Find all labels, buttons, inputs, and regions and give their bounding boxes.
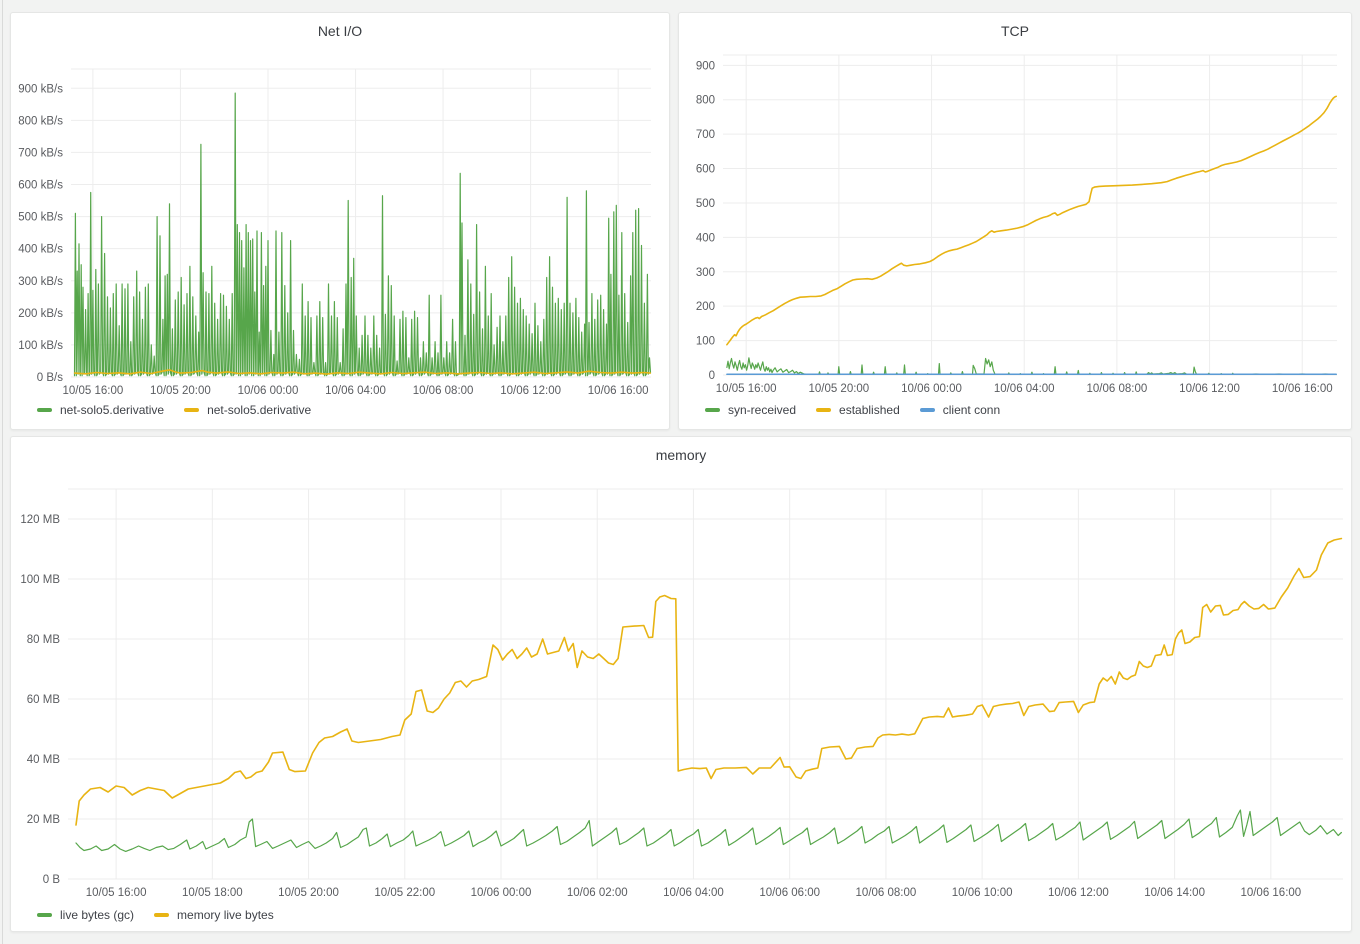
tcp-legend: syn-received established client conn [705,403,1000,417]
x-axis-label: 10/05 20:00 [808,383,869,395]
legend-swatch-icon [154,913,170,917]
x-axis-label: 10/05 20:00 [278,887,339,899]
x-axis-label: 10/06 14:00 [1144,887,1205,899]
legend-swatch-icon [705,408,720,412]
legend-swatch-icon [37,913,52,917]
legend-label: net-solo5.derivative [207,403,312,417]
x-axis-label: 10/06 02:00 [567,887,628,899]
y-axis-label: 0 [709,370,715,382]
x-axis-label: 10/06 08:00 [413,385,474,397]
y-axis-label: 700 [696,129,715,141]
x-axis-label: 10/05 18:00 [182,887,243,899]
legend-item-live-bytes-gc-[interactable]: live bytes (gc) [37,908,134,922]
series-live-bytes-gc- [75,809,1343,852]
legend-item-net-solo5-derivative[interactable]: net-solo5.derivative [37,403,164,417]
y-axis-label: 20 MB [27,814,61,826]
memory-chart[interactable]: 10/05 16:00 10/05 18:00 10/05 20:00 10/05 2… [11,437,1351,931]
legend-item-client-conn[interactable]: client conn [919,403,1001,417]
series-net-solo5-derivative [73,92,652,377]
tcp-chart[interactable]: 10/05 16:00 10/05 20:00 10/06 00:00 10/06 0… [679,13,1351,429]
y-axis-label: 600 kB/s [18,180,63,192]
y-axis-label: 300 kB/s [18,276,63,288]
legend-label: net-solo5.derivative [60,403,165,417]
x-axis-label: 10/06 08:00 [1087,383,1148,395]
x-axis-label: 10/06 10:00 [952,887,1013,899]
net-io-legend: net-solo5.derivative net-solo5.derivative [37,403,311,417]
y-axis-label: 500 kB/s [18,212,63,224]
legend-label: client conn [942,403,1001,417]
y-axis-label: 500 [696,198,715,210]
y-axis-label: 200 kB/s [18,308,63,320]
x-axis-label: 10/06 00:00 [471,887,532,899]
x-axis-label: 10/06 12:00 [1179,383,1240,395]
y-axis-label: 800 [696,95,715,107]
legend-swatch-icon [816,408,832,412]
y-axis-label: 100 [696,336,715,348]
legend-label: memory live bytes [177,908,274,922]
x-axis-label: 10/05 22:00 [374,887,435,899]
x-axis-label: 10/06 00:00 [238,385,299,397]
page-left-edge [2,0,3,944]
legend-item-syn-received[interactable]: syn-received [705,403,796,417]
y-axis-label: 600 [696,164,715,176]
legend-label: established [839,403,900,417]
series-established [726,95,1338,346]
x-axis-label: 10/06 04:00 [663,887,724,899]
y-axis-label: 120 MB [20,514,60,526]
legend-item-established[interactable]: established [816,403,900,417]
panel-title-memory[interactable]: memory [655,447,707,463]
memory-legend: live bytes (gc) memory live bytes [37,908,274,922]
legend-item-net-solo5-derivative[interactable]: net-solo5.derivative [184,403,311,417]
panel-tcp: TCP 10/05 16:00 10/05 20:00 10/06 00:00 10/… [678,12,1352,430]
y-axis-label: 100 MB [20,574,60,586]
series-net-solo5-derivative [73,369,652,375]
y-axis-label: 100 kB/s [18,340,63,352]
legend-label: live bytes (gc) [60,908,135,922]
x-axis-label: 10/05 16:00 [716,383,777,395]
x-axis-label: 10/06 16:00 [1240,887,1301,899]
y-axis-label: 200 [696,301,715,313]
y-axis-label: 400 kB/s [18,244,63,256]
y-axis-label: 400 [696,232,715,244]
panel-net-io: Net I/O 10/05 16:00 10/05 20:00 10/06 00:0… [10,12,670,430]
panel-title-tcp[interactable]: TCP [1001,23,1029,39]
x-axis-label: 10/05 20:00 [150,385,211,397]
x-axis-label: 10/05 16:00 [86,887,147,899]
y-axis-label: 700 kB/s [18,147,63,159]
x-axis-label: 10/06 12:00 [500,385,561,397]
x-axis-label: 10/05 16:00 [63,385,124,397]
x-axis-label: 10/06 16:00 [588,385,649,397]
x-axis-label: 10/06 06:00 [759,887,820,899]
y-axis-label: 60 MB [27,694,61,706]
x-axis-label: 10/06 04:00 [994,383,1055,395]
panel-title-net-io[interactable]: Net I/O [317,23,363,39]
legend-swatch-icon [184,408,200,412]
y-axis-label: 300 [696,267,715,279]
y-axis-label: 0 B [43,874,61,886]
panel-memory: memory 10/05 16:00 10/05 18:00 10/05 20:00… [10,436,1352,932]
y-axis-label: 0 B/s [37,372,63,384]
net-io-chart[interactable]: 10/05 16:00 10/05 20:00 10/06 00:00 10/06 0… [11,13,669,429]
series-syn-received [726,357,1337,375]
legend-swatch-icon [37,408,52,412]
legend-swatch-icon [919,408,935,412]
series-memory-live-bytes [75,537,1343,826]
x-axis-label: 10/06 04:00 [325,385,386,397]
y-axis-label: 900 kB/s [18,83,63,95]
legend-label: syn-received [728,403,797,417]
y-axis-label: 40 MB [27,754,61,766]
x-axis-label: 10/06 00:00 [901,383,962,395]
y-axis-label: 80 MB [27,634,61,646]
x-axis-label: 10/06 16:00 [1272,383,1333,395]
y-axis-label: 900 [696,60,715,72]
x-axis-label: 10/06 12:00 [1048,887,1109,899]
x-axis-label: 10/06 08:00 [856,887,917,899]
legend-item-memory-live-bytes[interactable]: memory live bytes [154,908,274,922]
y-axis-label: 800 kB/s [18,115,63,127]
